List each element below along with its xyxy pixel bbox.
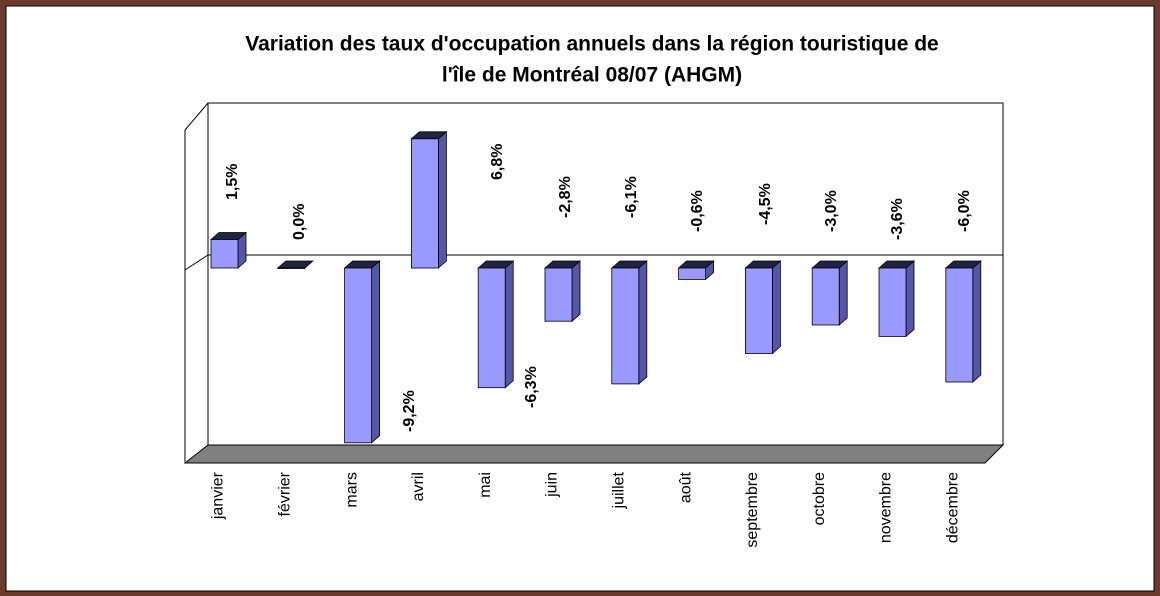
bar [410,138,439,269]
x-tick-label: juillet [611,471,628,509]
floor [183,444,1005,464]
x-tick-label: novembre [878,472,895,543]
bar [210,239,239,269]
data-label: -9,2% [401,390,418,432]
data-label: -6,3% [523,366,540,408]
bar-side [638,260,648,385]
data-label: -3,0% [823,190,840,232]
data-label: 6,8% [489,144,506,180]
x-tick-label: juin [544,472,561,498]
data-label: -6,1% [623,176,640,218]
chart-title: Variation des taux d'occupation annuels … [245,33,938,56]
data-label: 1,5% [224,164,241,200]
x-tick-label: février [277,471,294,516]
x-tick-label: septembre [744,472,761,548]
x-tick-label: mars [343,472,360,508]
bar [745,267,773,354]
bar-side [571,260,581,323]
data-label: -3,6% [889,198,906,240]
data-label: -6,0% [956,190,973,232]
bar [344,267,373,444]
x-tick-label: octobre [811,472,828,525]
bar [477,267,506,389]
data-label: -4,5% [757,183,774,225]
x-tick-label: mai [477,472,494,498]
bar [544,267,573,322]
bar-side [838,260,848,326]
x-tick-label: janvier [210,471,227,520]
bar-side [772,260,781,355]
bar [277,267,306,269]
zero-line [184,254,1003,271]
data-label: -2,8% [557,176,574,218]
chart-title: l'île de Montréal 08/07 (AHGM) [442,64,742,87]
x-tick-label: décembre [945,472,962,543]
x-tick-label: août [677,471,694,503]
bar [678,267,706,280]
bar [811,267,840,326]
bar-side [437,130,447,269]
bar-side [905,260,915,338]
data-label: 0,0% [291,204,308,240]
bar-side [371,260,381,444]
bar [611,267,640,385]
bar-side [504,260,514,389]
bar-side [972,260,982,383]
back-wall [184,102,1004,445]
x-tick-label: avril [410,472,427,501]
bar [945,267,974,383]
data-label: -0,6% [689,190,706,232]
bar [878,267,907,337]
